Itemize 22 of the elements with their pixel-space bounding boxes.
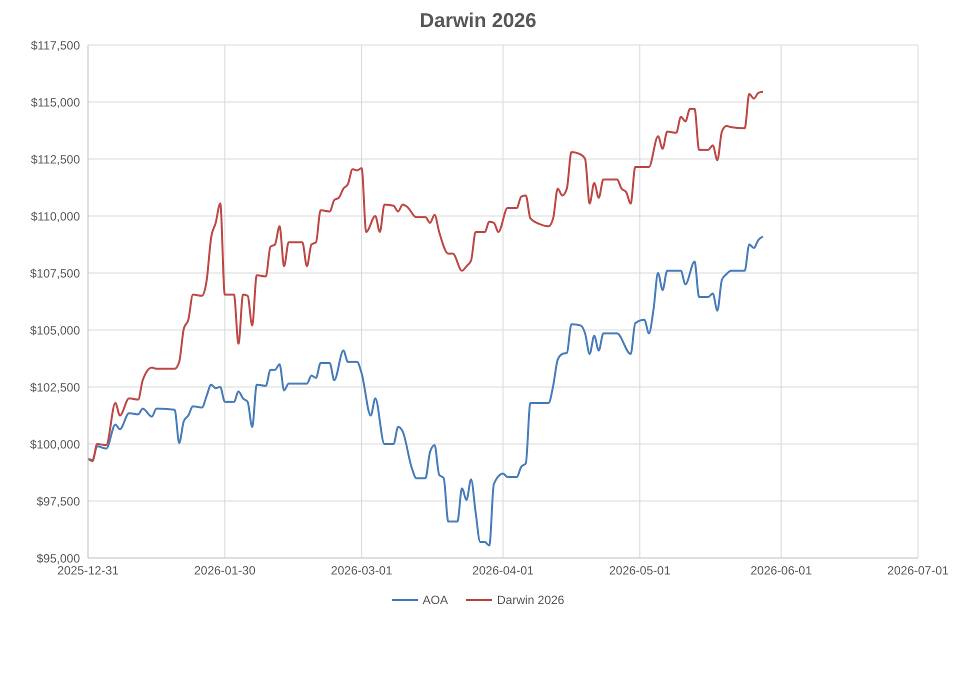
y-tick-label: $110,000 xyxy=(30,209,80,224)
y-tick-label: $102,500 xyxy=(30,380,80,394)
x-tick-label: 2026-07-01 xyxy=(887,564,950,578)
x-tick-label: 2026-04-01 xyxy=(472,564,534,578)
chart-title: Darwin 2026 xyxy=(418,10,538,33)
y-tick-label: $97,500 xyxy=(36,494,80,508)
x-tick-label: 2026-05-01 xyxy=(609,564,671,578)
legend-label: Darwin 2026 xyxy=(496,593,564,607)
y-tick-label: $100,000 xyxy=(30,437,80,452)
x-tick-label: 2026-03-01 xyxy=(330,564,393,578)
y-tick-label: $115,000 xyxy=(30,95,80,110)
y-tick-label: $112,500 xyxy=(30,152,80,166)
line-series xyxy=(88,90,764,462)
y-tick-label: $107,500 xyxy=(30,266,80,280)
x-tick-label: 2026-01-30 xyxy=(194,564,256,578)
legend-label: AOA xyxy=(422,593,448,607)
x-tick-label: 2025-12-31 xyxy=(57,564,120,578)
y-tick-label: $105,000 xyxy=(30,323,80,338)
line-series xyxy=(88,236,764,546)
y-tick-label: $95,000 xyxy=(36,551,80,566)
x-tick-label: 2026-06-01 xyxy=(750,564,812,578)
y-tick-label: $117,500 xyxy=(30,38,80,52)
